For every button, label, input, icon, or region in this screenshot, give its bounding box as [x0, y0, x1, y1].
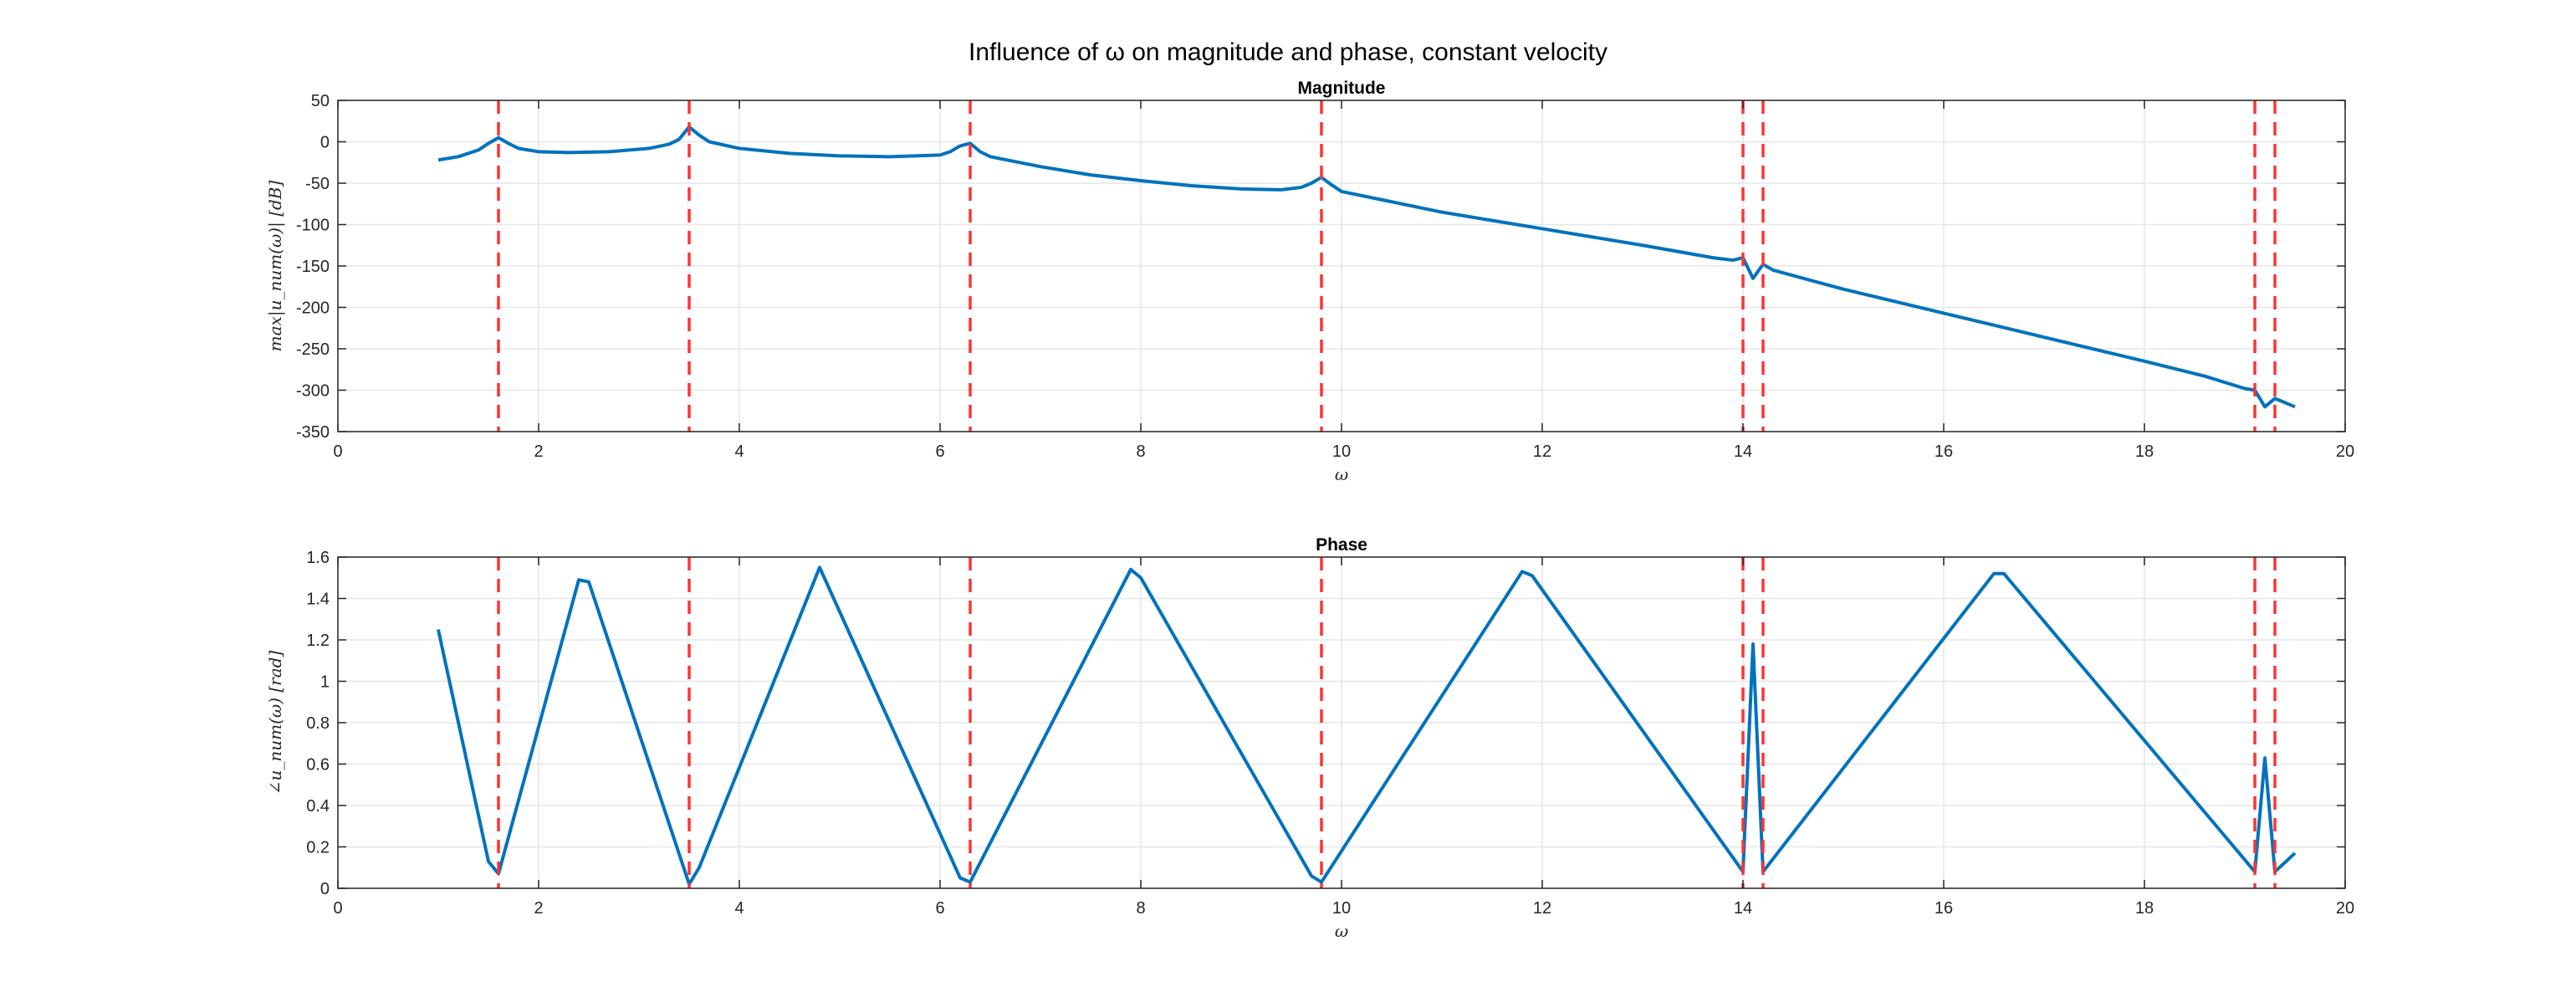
phase-x-label: ω	[1335, 921, 1348, 941]
x-tick-label: 16	[1935, 899, 1953, 918]
x-tick-label: 16	[1935, 442, 1953, 461]
y-tick-label: 1.2	[306, 632, 330, 650]
y-tick-label: 0	[320, 134, 330, 152]
y-tick-label: 50	[311, 92, 330, 110]
y-tick-label: -150	[296, 258, 330, 276]
phase-title: Phase	[1316, 535, 1367, 555]
y-tick-label: -300	[296, 382, 330, 401]
y-tick-label: 0.6	[306, 756, 330, 775]
x-tick-label: 18	[2135, 442, 2154, 461]
y-tick-label: 1.6	[306, 549, 330, 567]
x-tick-label: 12	[1533, 442, 1551, 461]
x-tick-label: 0	[333, 899, 342, 918]
y-tick-label: 1	[320, 673, 330, 692]
x-tick-label: 6	[935, 442, 944, 461]
magnitude-title: Magnitude	[1298, 79, 1386, 98]
x-tick-label: 4	[734, 442, 744, 461]
x-tick-label: 8	[1136, 442, 1145, 461]
y-tick-label: 1.4	[306, 591, 330, 609]
phase-series-line	[437, 565, 2297, 887]
y-tick-label: 0.8	[306, 714, 330, 733]
magnitude-plot: 0 2 4 6 8 10 12 14 16 18 20 50 0 -50 -100 -150 -200 -250 -…	[265, 79, 2354, 484]
y-tick-label: 0	[320, 880, 330, 898]
y-tick-label: 0.2	[306, 839, 330, 857]
y-tick-label: -200	[296, 299, 330, 318]
x-tick-label: 20	[2336, 442, 2354, 461]
x-tick-label: 18	[2135, 899, 2154, 918]
phase-y-label: ∠u_num(ω) [rad]	[265, 651, 285, 795]
figure-title: Influence of ω on magnitude and phase, c…	[969, 38, 1607, 66]
x-tick-label: 10	[1332, 442, 1351, 461]
y-tick-label: -50	[305, 175, 330, 193]
x-tick-label: 6	[935, 899, 944, 918]
phase-plot: 0 2 4 6 8 10 12 14 16 18 20 0 0.2 0.4 0.6 0.8 1 1.2 1.4 1.6…	[265, 535, 2354, 941]
x-tick-label: 10	[1332, 899, 1351, 918]
x-tick-label: 8	[1136, 899, 1145, 918]
x-tick-label: 2	[534, 442, 543, 461]
x-tick-label: 4	[734, 899, 744, 918]
magnitude-y-label: max|u_num(ω)| [dB]	[265, 180, 286, 351]
x-tick-label: 2	[534, 899, 543, 918]
x-tick-label: 20	[2336, 899, 2354, 918]
y-tick-label: 0.4	[306, 797, 330, 816]
x-tick-label: 14	[1734, 899, 1752, 918]
y-tick-label: -100	[296, 217, 330, 235]
x-tick-label: 0	[333, 442, 342, 461]
magnitude-x-label: ω	[1335, 464, 1348, 484]
magnitude-series-line	[437, 125, 2296, 409]
x-tick-label: 14	[1734, 442, 1752, 461]
y-tick-label: -250	[296, 340, 330, 359]
y-tick-label: -350	[296, 423, 330, 442]
x-tick-label: 12	[1533, 899, 1551, 918]
